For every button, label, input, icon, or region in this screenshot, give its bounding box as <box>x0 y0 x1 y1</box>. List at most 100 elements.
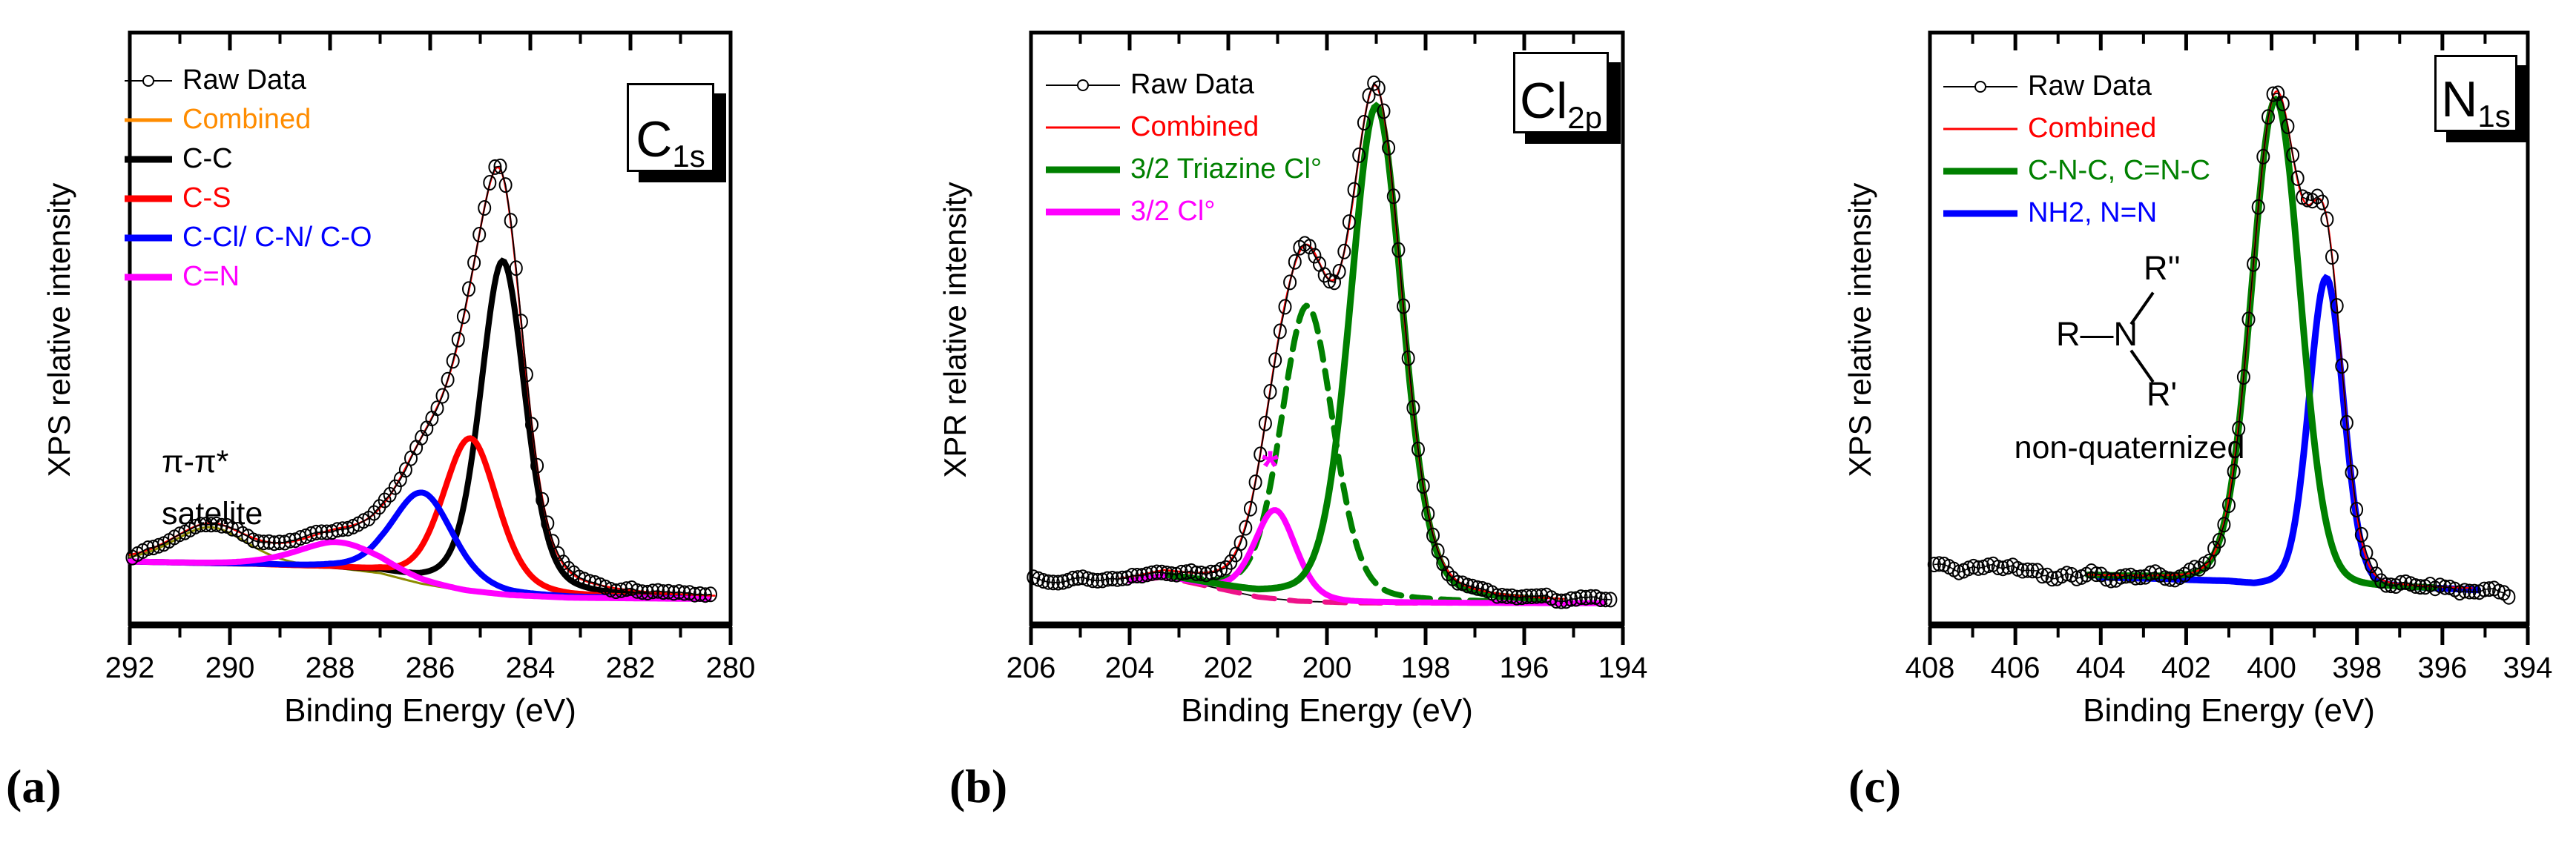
raw-data-marker <box>1564 591 1578 607</box>
raw-data-marker <box>1584 589 1598 605</box>
raw-data-marker <box>2290 170 2305 186</box>
raw-data-marker <box>1401 350 1415 366</box>
raw-data-marker <box>1352 147 1366 163</box>
raw-data-marker <box>1466 578 1480 595</box>
raw-data-marker <box>519 366 533 383</box>
raw-data-marker <box>1367 75 1381 91</box>
raw-data-marker <box>614 582 628 598</box>
raw-data-marker <box>246 532 260 549</box>
raw-data-marker <box>1382 139 1396 156</box>
raw-data-marker <box>2359 545 2374 561</box>
x-tick-label: 204 <box>1105 652 1155 684</box>
raw-data-marker <box>194 517 208 533</box>
raw-data-marker <box>335 521 349 537</box>
raw-data-marker <box>1371 80 1386 96</box>
non-quaternized-caption: non-quaternized <box>2014 430 2245 466</box>
x-tick-label: 206 <box>1007 652 1056 684</box>
raw-data-marker <box>541 515 555 532</box>
raw-data-marker <box>1574 589 1588 606</box>
raw-data-marker <box>1971 560 1986 576</box>
raw-data-marker <box>2069 570 2083 586</box>
raw-data-marker <box>2163 571 2177 587</box>
raw-data-marker <box>1090 572 1104 589</box>
legend-item: C=N <box>125 257 372 297</box>
raw-data-marker <box>2158 570 2172 586</box>
orbital-subscript: 1s <box>2477 99 2511 133</box>
raw-data-marker <box>2463 583 2477 600</box>
orbital-subscript: 1s <box>672 139 705 173</box>
y-axis-label-c: XPS relative intensity <box>1842 182 1877 477</box>
raw-data-marker <box>2212 532 2226 549</box>
raw-data-marker <box>2207 540 2221 557</box>
raw-data-marker <box>451 331 465 348</box>
raw-data-marker <box>2477 581 2491 597</box>
raw-data-marker <box>283 532 297 549</box>
raw-data-marker <box>1579 589 1593 606</box>
x-tick-label: 282 <box>606 652 656 684</box>
raw-data-marker <box>646 583 659 600</box>
raw-data-marker <box>2001 559 2015 575</box>
line-swatch-icon <box>125 274 172 280</box>
raw-data-marker <box>1159 566 1173 581</box>
raw-data-marker <box>1263 383 1277 400</box>
raw-data-marker <box>272 534 286 551</box>
raw-data-marker <box>1075 569 1090 586</box>
legend-item: C-C <box>125 139 372 179</box>
raw-data-marker <box>1981 557 1995 574</box>
raw-data-marker <box>1515 589 1529 606</box>
raw-data-marker <box>2256 148 2270 165</box>
raw-data-marker <box>1500 588 1514 604</box>
x-tick-label: 288 <box>306 652 355 684</box>
raw-data-marker <box>2315 194 2329 211</box>
raw-data-marker <box>1254 446 1268 463</box>
raw-data-marker <box>1101 571 1115 587</box>
raw-data-marker <box>1027 569 1041 586</box>
x-tick-label: 400 <box>2247 652 2296 684</box>
raw-data-marker <box>1386 188 1400 205</box>
raw-data-marker <box>2354 526 2368 543</box>
raw-data-marker <box>1598 592 1613 608</box>
legend-item: Combined <box>1046 106 1322 148</box>
legend-item: Raw Data <box>1943 65 2210 107</box>
raw-data-marker <box>2300 191 2314 208</box>
raw-data-marker <box>2379 577 2393 593</box>
x-tick-label: 292 <box>105 652 155 684</box>
raw-data-marker <box>1966 558 1980 574</box>
raw-data-marker <box>609 583 623 599</box>
legend-label: Combined <box>2028 113 2157 144</box>
raw-data-marker <box>204 517 218 533</box>
line-swatch-icon <box>1046 126 1120 128</box>
raw-data-marker <box>1194 566 1208 581</box>
raw-data-marker <box>1342 214 1356 231</box>
raw-data-marker <box>2232 420 2246 437</box>
raw-data-marker <box>619 581 633 597</box>
raw-data-marker <box>330 522 344 538</box>
raw-data-marker <box>2325 249 2339 265</box>
raw-data-marker <box>1322 273 1337 289</box>
line-swatch-icon <box>1943 168 2017 174</box>
raw-data-marker <box>1066 570 1080 586</box>
raw-data-marker <box>1510 589 1523 606</box>
raw-data-marker <box>1165 566 1179 582</box>
raw-data-marker <box>1451 574 1465 591</box>
legend-c: Raw Data Combined C-N-C, C=N-C NH2, N=N <box>1943 65 2210 234</box>
raw-data-marker <box>188 518 202 534</box>
raw-data-marker <box>262 534 276 550</box>
x-tick-label: 408 <box>1905 652 1955 684</box>
raw-data-marker <box>1416 478 1430 494</box>
raw-data-line <box>1032 82 1611 603</box>
raw-data-marker <box>1520 589 1534 605</box>
core-level-box-c1s: C 1s <box>627 83 714 173</box>
raw-data-marker <box>1155 564 1169 580</box>
raw-data-marker <box>1460 577 1475 594</box>
x-tick-label: 402 <box>2161 652 2211 684</box>
raw-data-marker <box>1239 520 1253 536</box>
raw-data-marker <box>1041 574 1055 590</box>
raw-data-line <box>131 165 711 596</box>
raw-data-marker <box>514 314 528 330</box>
x-tick-label: 398 <box>2332 652 2382 684</box>
raw-data-marker <box>435 388 449 404</box>
raw-data-marker <box>682 585 696 601</box>
line-swatch-icon <box>125 234 172 241</box>
